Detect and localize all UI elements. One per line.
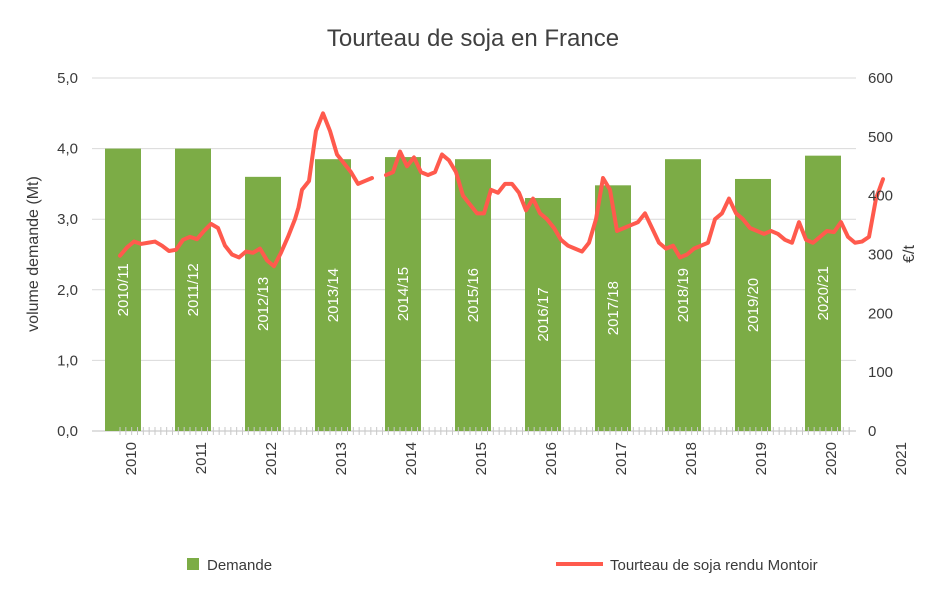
- legend-swatch-demande: [187, 558, 199, 570]
- left-tick-label: 3,0: [57, 211, 78, 228]
- x-year-label: 2014: [403, 442, 420, 475]
- price-line-segment: [118, 111, 374, 269]
- bar-category-label: 2012/13: [255, 277, 272, 331]
- bar-category-label: 2019/20: [745, 278, 762, 332]
- bar: [665, 159, 701, 431]
- left-axis-title: volume demande (Mt): [25, 176, 42, 332]
- x-year-label: 2013: [333, 442, 350, 475]
- x-year-label: 2015: [473, 442, 490, 475]
- left-tick-label: 4,0: [57, 141, 78, 158]
- x-year-label: 2016: [543, 442, 560, 475]
- legend-label-demande: Demande: [207, 557, 272, 574]
- chart-title: Tourteau de soja en France: [327, 25, 619, 52]
- right-tick-label: 500: [868, 129, 893, 146]
- line-series: [118, 111, 885, 269]
- right-tick-label: 200: [868, 305, 893, 322]
- legend: Demande Tourteau de soja rendu Montoir: [187, 557, 818, 574]
- x-year-label: 2011: [193, 442, 210, 474]
- right-tick-label: 600: [868, 70, 893, 87]
- bar: [315, 159, 351, 431]
- left-tick-label: 1,0: [57, 352, 78, 369]
- bar-category-label: 2014/15: [395, 267, 412, 321]
- right-tick-label: 0: [868, 423, 876, 440]
- bar-series: [105, 148, 841, 431]
- bar-category-label: 2010/11: [115, 263, 132, 316]
- right-tick-label: 100: [868, 364, 893, 381]
- bar-category-label: 2011/12: [185, 263, 202, 316]
- x-axis: 2010 2011 2012 2013 2014 2015 2016 2017 2018 2019…: [119, 427, 910, 475]
- bar-category-label: 2016/17: [535, 287, 552, 341]
- left-tick-label: 0,0: [57, 423, 78, 440]
- right-tick-label: 300: [868, 247, 893, 264]
- right-tick-label: 400: [868, 188, 893, 205]
- bar: [735, 178, 771, 431]
- bar: [385, 157, 421, 431]
- bar-category-label: 2017/18: [605, 281, 622, 335]
- bar: [805, 155, 841, 431]
- bar-category-label: 2015/16: [465, 268, 482, 322]
- price-line-segment: [384, 149, 885, 260]
- right-y-axis: 0 100 200 300 400 500 600: [868, 70, 893, 440]
- x-year-label: 2012: [263, 442, 280, 475]
- x-year-label: 2018: [683, 442, 700, 475]
- legend-label-montoir: Tourteau de soja rendu Montoir: [610, 557, 818, 574]
- x-year-label: 2017: [613, 442, 630, 475]
- x-year-label: 2020: [823, 442, 840, 475]
- bar-category-label: 2018/19: [675, 268, 692, 322]
- x-year-label: 2010: [123, 442, 140, 475]
- left-y-axis: 0,0 1,0 2,0 3,0 4,0 5,0: [57, 70, 78, 440]
- bar: [525, 198, 561, 431]
- left-tick-label: 5,0: [57, 70, 78, 87]
- x-year-label: 2021: [893, 442, 910, 475]
- bar-labels: 2010/11 2011/12 2012/13 2013/14 2014/15 2015/…: [115, 263, 832, 341]
- right-axis-title: €/t: [901, 245, 918, 263]
- bar-category-label: 2020/21: [815, 266, 832, 320]
- x-year-label: 2019: [753, 442, 770, 475]
- bar: [175, 148, 211, 431]
- bar-category-label: 2013/14: [325, 268, 342, 322]
- bar: [105, 148, 141, 431]
- bar: [245, 176, 281, 431]
- left-tick-label: 2,0: [57, 282, 78, 299]
